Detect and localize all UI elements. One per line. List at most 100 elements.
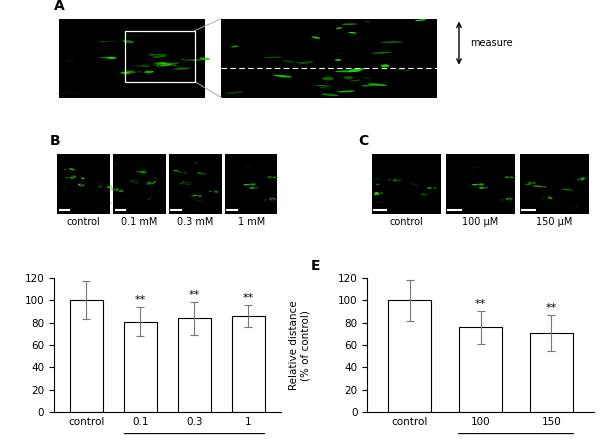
Ellipse shape: [72, 175, 76, 177]
Ellipse shape: [184, 59, 195, 61]
Ellipse shape: [149, 197, 152, 198]
Ellipse shape: [268, 176, 272, 178]
Ellipse shape: [78, 184, 80, 185]
Ellipse shape: [371, 179, 382, 180]
Ellipse shape: [479, 184, 484, 185]
Bar: [70, 301, 103, 412]
Ellipse shape: [273, 198, 275, 199]
Ellipse shape: [172, 69, 187, 70]
Ellipse shape: [577, 179, 580, 181]
Ellipse shape: [167, 63, 177, 65]
Ellipse shape: [170, 63, 180, 64]
Ellipse shape: [209, 191, 211, 192]
Ellipse shape: [509, 199, 514, 200]
Ellipse shape: [70, 177, 75, 178]
Ellipse shape: [480, 187, 484, 188]
Ellipse shape: [146, 183, 150, 185]
Ellipse shape: [250, 183, 256, 185]
Ellipse shape: [374, 193, 380, 195]
Ellipse shape: [379, 192, 382, 194]
Ellipse shape: [508, 177, 510, 178]
Ellipse shape: [209, 191, 212, 192]
Ellipse shape: [548, 198, 552, 199]
Ellipse shape: [156, 66, 164, 68]
Ellipse shape: [107, 56, 116, 59]
Bar: [388, 301, 431, 412]
Ellipse shape: [74, 177, 77, 178]
Ellipse shape: [533, 185, 539, 187]
Ellipse shape: [194, 207, 200, 209]
Ellipse shape: [251, 185, 254, 186]
Ellipse shape: [510, 195, 514, 197]
Ellipse shape: [250, 184, 256, 185]
Ellipse shape: [250, 188, 251, 189]
Ellipse shape: [122, 72, 131, 73]
Ellipse shape: [392, 180, 396, 181]
Ellipse shape: [118, 190, 123, 191]
Ellipse shape: [472, 184, 478, 185]
Ellipse shape: [268, 176, 271, 178]
Ellipse shape: [74, 176, 76, 177]
Ellipse shape: [98, 183, 103, 186]
Ellipse shape: [574, 179, 576, 180]
Ellipse shape: [160, 64, 173, 66]
Ellipse shape: [243, 184, 250, 185]
Ellipse shape: [510, 177, 514, 178]
Ellipse shape: [505, 198, 512, 199]
Text: **: **: [135, 296, 146, 306]
Ellipse shape: [374, 193, 377, 194]
Ellipse shape: [186, 184, 190, 185]
Ellipse shape: [61, 188, 67, 191]
Ellipse shape: [337, 90, 355, 92]
Ellipse shape: [563, 189, 569, 190]
Ellipse shape: [123, 34, 142, 37]
Ellipse shape: [335, 59, 341, 61]
Ellipse shape: [154, 54, 159, 55]
Ellipse shape: [251, 184, 254, 185]
Ellipse shape: [124, 70, 136, 72]
Ellipse shape: [152, 65, 163, 66]
Ellipse shape: [119, 190, 121, 192]
Ellipse shape: [180, 59, 184, 60]
Bar: [520, 154, 589, 214]
Ellipse shape: [200, 173, 206, 175]
Ellipse shape: [68, 168, 71, 169]
Ellipse shape: [321, 94, 338, 96]
Ellipse shape: [209, 190, 211, 191]
Bar: [371, 154, 441, 214]
Ellipse shape: [140, 171, 142, 172]
Ellipse shape: [125, 73, 133, 74]
Ellipse shape: [98, 57, 112, 58]
Ellipse shape: [424, 194, 428, 195]
Ellipse shape: [172, 65, 176, 66]
Ellipse shape: [319, 86, 332, 88]
Ellipse shape: [242, 167, 251, 168]
Ellipse shape: [568, 188, 571, 189]
Ellipse shape: [147, 182, 150, 183]
Ellipse shape: [479, 188, 481, 189]
Ellipse shape: [536, 186, 542, 187]
Bar: [178, 319, 211, 412]
Ellipse shape: [157, 53, 167, 56]
Ellipse shape: [581, 177, 585, 180]
Ellipse shape: [145, 183, 149, 185]
Ellipse shape: [176, 66, 185, 69]
Ellipse shape: [115, 188, 119, 190]
Ellipse shape: [500, 199, 503, 201]
Ellipse shape: [194, 195, 197, 196]
Ellipse shape: [74, 176, 76, 177]
Ellipse shape: [82, 184, 85, 185]
Ellipse shape: [273, 199, 277, 200]
Ellipse shape: [140, 171, 144, 172]
Ellipse shape: [341, 23, 358, 25]
Ellipse shape: [194, 161, 198, 165]
Ellipse shape: [64, 169, 67, 170]
Ellipse shape: [269, 177, 272, 178]
Ellipse shape: [97, 207, 104, 209]
Ellipse shape: [271, 208, 278, 211]
Ellipse shape: [190, 194, 193, 195]
Bar: [530, 333, 573, 412]
Ellipse shape: [107, 185, 112, 188]
Ellipse shape: [268, 199, 272, 200]
Ellipse shape: [198, 172, 200, 173]
